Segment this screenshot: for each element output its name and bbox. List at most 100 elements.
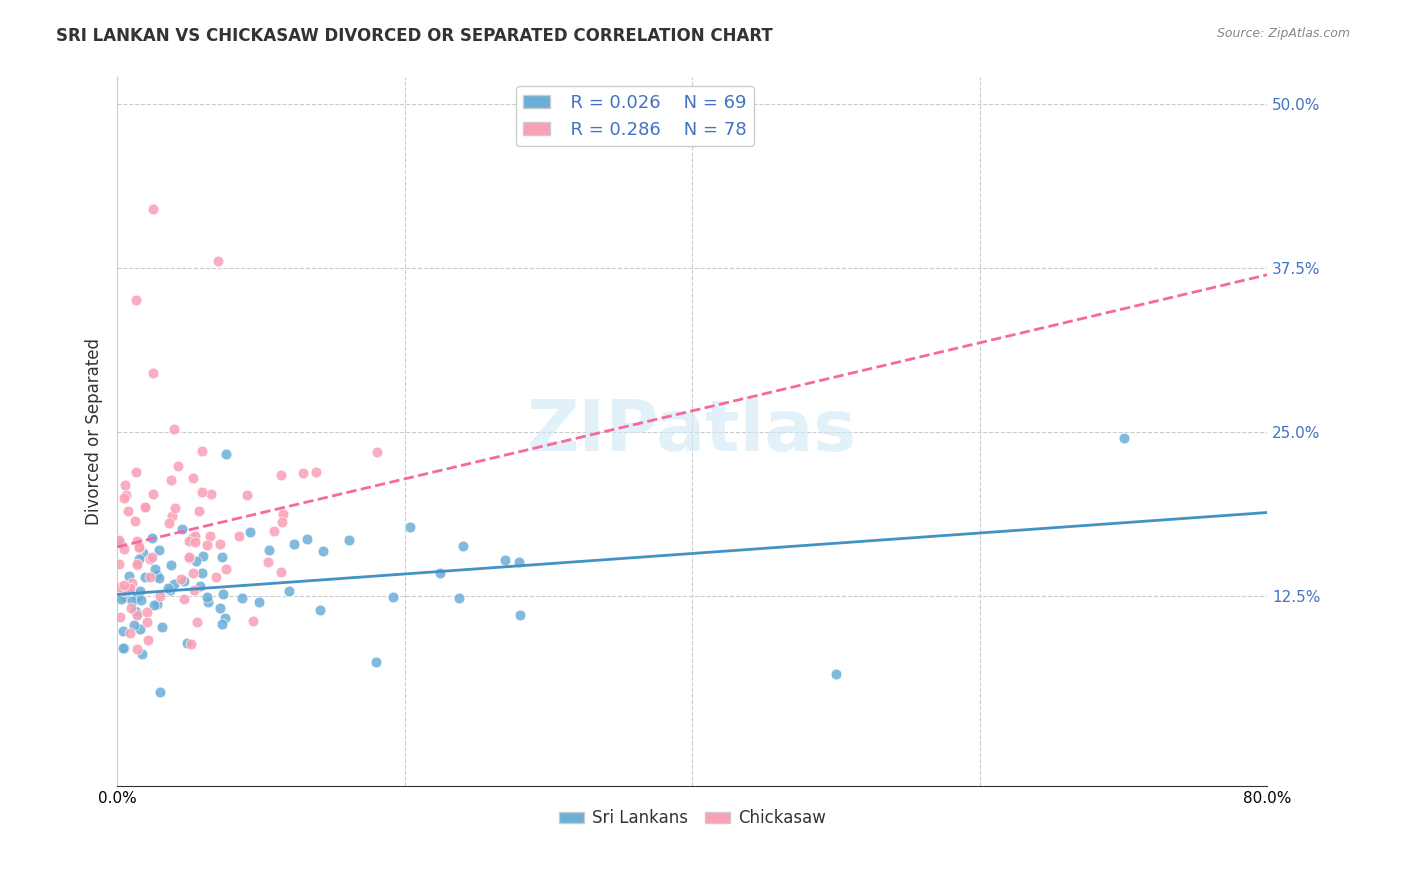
Point — [207, 254, 229, 268]
Point — [1112, 431, 1135, 445]
Point — [148, 542, 170, 557]
Point — [107, 557, 129, 571]
Point — [825, 667, 848, 681]
Point — [107, 580, 129, 594]
Point — [143, 562, 166, 576]
Point — [215, 562, 238, 576]
Point — [179, 550, 201, 565]
Point — [311, 544, 333, 558]
Point — [277, 584, 299, 599]
Point — [399, 520, 422, 534]
Point — [172, 522, 194, 536]
Point — [131, 648, 153, 662]
Point — [111, 640, 134, 655]
Point — [127, 641, 149, 656]
Point — [117, 503, 139, 517]
Point — [209, 537, 232, 551]
Point — [297, 532, 319, 546]
Point — [142, 366, 165, 380]
Point — [115, 487, 138, 501]
Legend: Sri Lankans, Chickasaw: Sri Lankans, Chickasaw — [553, 803, 832, 834]
Point — [429, 566, 451, 580]
Point — [180, 531, 202, 545]
Point — [181, 566, 204, 580]
Point — [453, 539, 475, 553]
Point — [112, 641, 135, 656]
Point — [179, 549, 201, 564]
Point — [160, 473, 183, 487]
Point — [139, 570, 162, 584]
Point — [165, 501, 187, 516]
Point — [270, 467, 292, 482]
Point — [242, 615, 264, 629]
Point — [141, 550, 163, 565]
Point — [134, 500, 156, 514]
Point — [111, 624, 134, 639]
Point — [112, 541, 135, 556]
Point — [180, 637, 202, 651]
Point — [125, 606, 148, 620]
Point — [211, 616, 233, 631]
Point — [142, 598, 165, 612]
Point — [110, 592, 132, 607]
Point — [156, 581, 179, 595]
Point — [173, 591, 195, 606]
Point — [108, 535, 131, 549]
Point — [121, 576, 143, 591]
Point — [239, 524, 262, 539]
Point — [112, 584, 135, 599]
Point — [159, 583, 181, 598]
Point — [212, 586, 235, 600]
Point — [134, 570, 156, 584]
Point — [124, 465, 146, 479]
Text: ZIPatlas: ZIPatlas — [527, 397, 858, 467]
Point — [309, 603, 332, 617]
Point — [157, 516, 180, 530]
Point — [124, 604, 146, 618]
Point — [136, 605, 159, 619]
Point — [215, 447, 238, 461]
Point — [231, 591, 253, 605]
Point — [125, 534, 148, 549]
Point — [205, 569, 228, 583]
Point — [292, 467, 315, 481]
Point — [117, 582, 139, 597]
Point — [149, 589, 172, 603]
Point — [247, 595, 270, 609]
Point — [271, 507, 294, 521]
Point — [129, 584, 152, 599]
Point — [183, 582, 205, 597]
Point — [190, 484, 212, 499]
Point — [121, 594, 143, 608]
Point — [200, 529, 222, 543]
Point — [382, 590, 405, 604]
Point — [118, 625, 141, 640]
Point — [197, 595, 219, 609]
Point — [179, 534, 201, 549]
Point — [124, 617, 146, 632]
Point — [184, 528, 207, 542]
Point — [127, 558, 149, 572]
Point — [141, 531, 163, 545]
Text: SRI LANKAN VS CHICKASAW DIVORCED OR SEPARATED CORRELATION CHART: SRI LANKAN VS CHICKASAW DIVORCED OR SEPA… — [56, 27, 773, 45]
Point — [142, 202, 165, 216]
Point — [283, 537, 305, 551]
Point — [163, 422, 186, 436]
Point — [112, 578, 135, 592]
Point — [184, 554, 207, 568]
Point — [366, 445, 388, 459]
Point — [146, 597, 169, 611]
Point — [509, 607, 531, 622]
Point — [191, 443, 214, 458]
Point — [124, 514, 146, 528]
Point — [236, 488, 259, 502]
Point — [118, 581, 141, 595]
Point — [118, 569, 141, 583]
Point — [114, 590, 136, 604]
Point — [125, 590, 148, 604]
Point — [120, 601, 142, 615]
Point — [125, 607, 148, 622]
Point — [129, 623, 152, 637]
Point — [139, 551, 162, 566]
Point — [136, 633, 159, 648]
